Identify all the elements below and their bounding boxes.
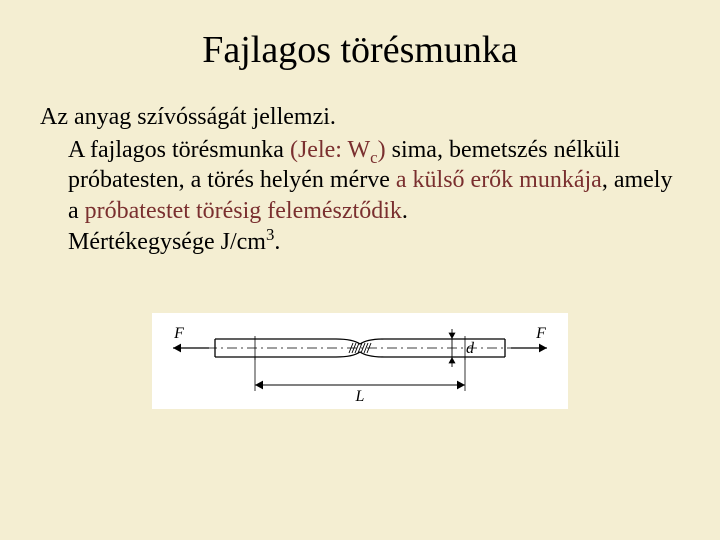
defn-start: A fajlagos törésmunka — [68, 137, 290, 163]
symbol-notation: (Jele: Wc) — [290, 137, 386, 163]
phrase-consumed: próbatestet törésig felemésztődik — [85, 198, 402, 224]
figure-box: F Fd L — [152, 313, 568, 409]
body-text: Az anyag szívósságát jellemzi. A fajlago… — [40, 102, 680, 258]
svg-text:L: L — [355, 388, 365, 401]
svg-text:d: d — [466, 340, 475, 357]
intro-line: Az anyag szívósságát jellemzi. — [40, 102, 680, 133]
slide: Fajlagos törésmunka Az anyag szívósságát… — [0, 0, 720, 540]
svg-text:F: F — [535, 325, 546, 342]
figure-container: F Fd L — [40, 313, 680, 409]
definition-paragraph: A fajlagos törésmunka (Jele: Wc) sima, b… — [68, 135, 680, 258]
tensile-specimen-diagram: F Fd L — [160, 321, 560, 401]
unit-pre: Mértékegysége J/cm — [68, 229, 266, 255]
phrase-external-work: a külső erők munkája — [396, 167, 602, 193]
svg-text:F: F — [173, 325, 184, 342]
page-title: Fajlagos törésmunka — [40, 28, 680, 72]
